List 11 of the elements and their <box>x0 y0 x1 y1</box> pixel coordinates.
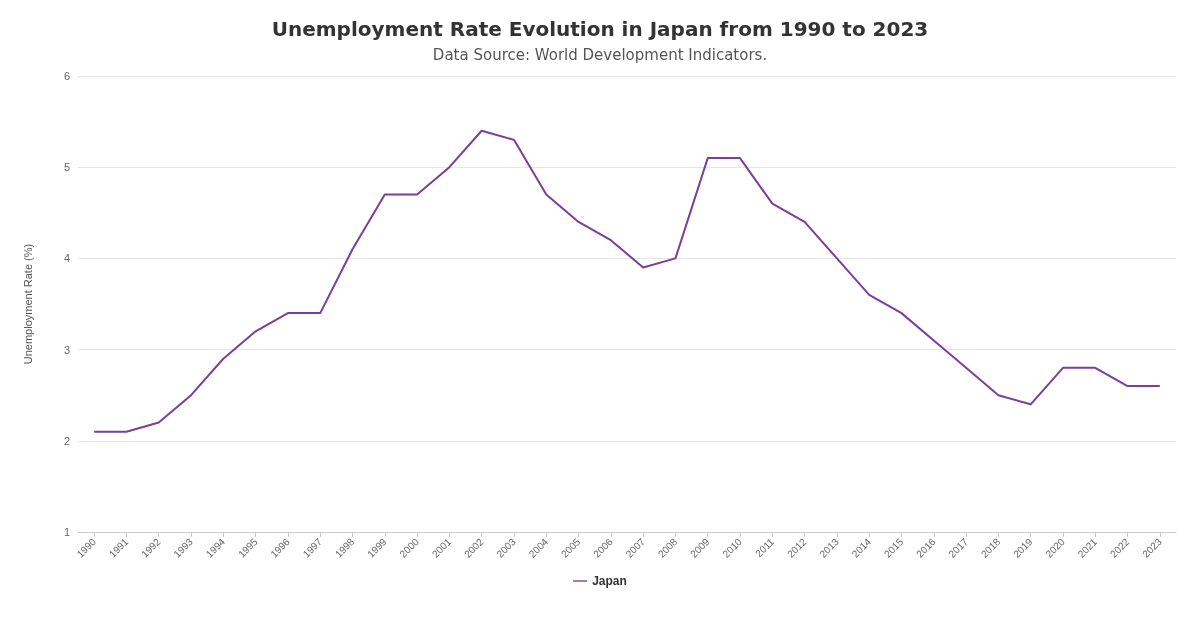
y-tick-label: 1 <box>63 526 70 538</box>
legend-label: Japan <box>592 574 627 588</box>
y-tick-label: 4 <box>63 252 70 265</box>
chart-title: Unemployment Rate Evolution in Japan from 1990 to 2023 <box>271 17 929 41</box>
y-tick-label: 5 <box>63 161 70 174</box>
y-tick-label: 2 <box>63 434 70 447</box>
line-series <box>93 129 1161 433</box>
y-tick-label: 3 <box>63 343 70 356</box>
y-tick-label: 6 <box>63 70 70 82</box>
y-axis-title: Unemployment Rate (%) <box>21 243 34 365</box>
chart-subtitle: Data Source: World Development Indicators. <box>432 45 768 64</box>
